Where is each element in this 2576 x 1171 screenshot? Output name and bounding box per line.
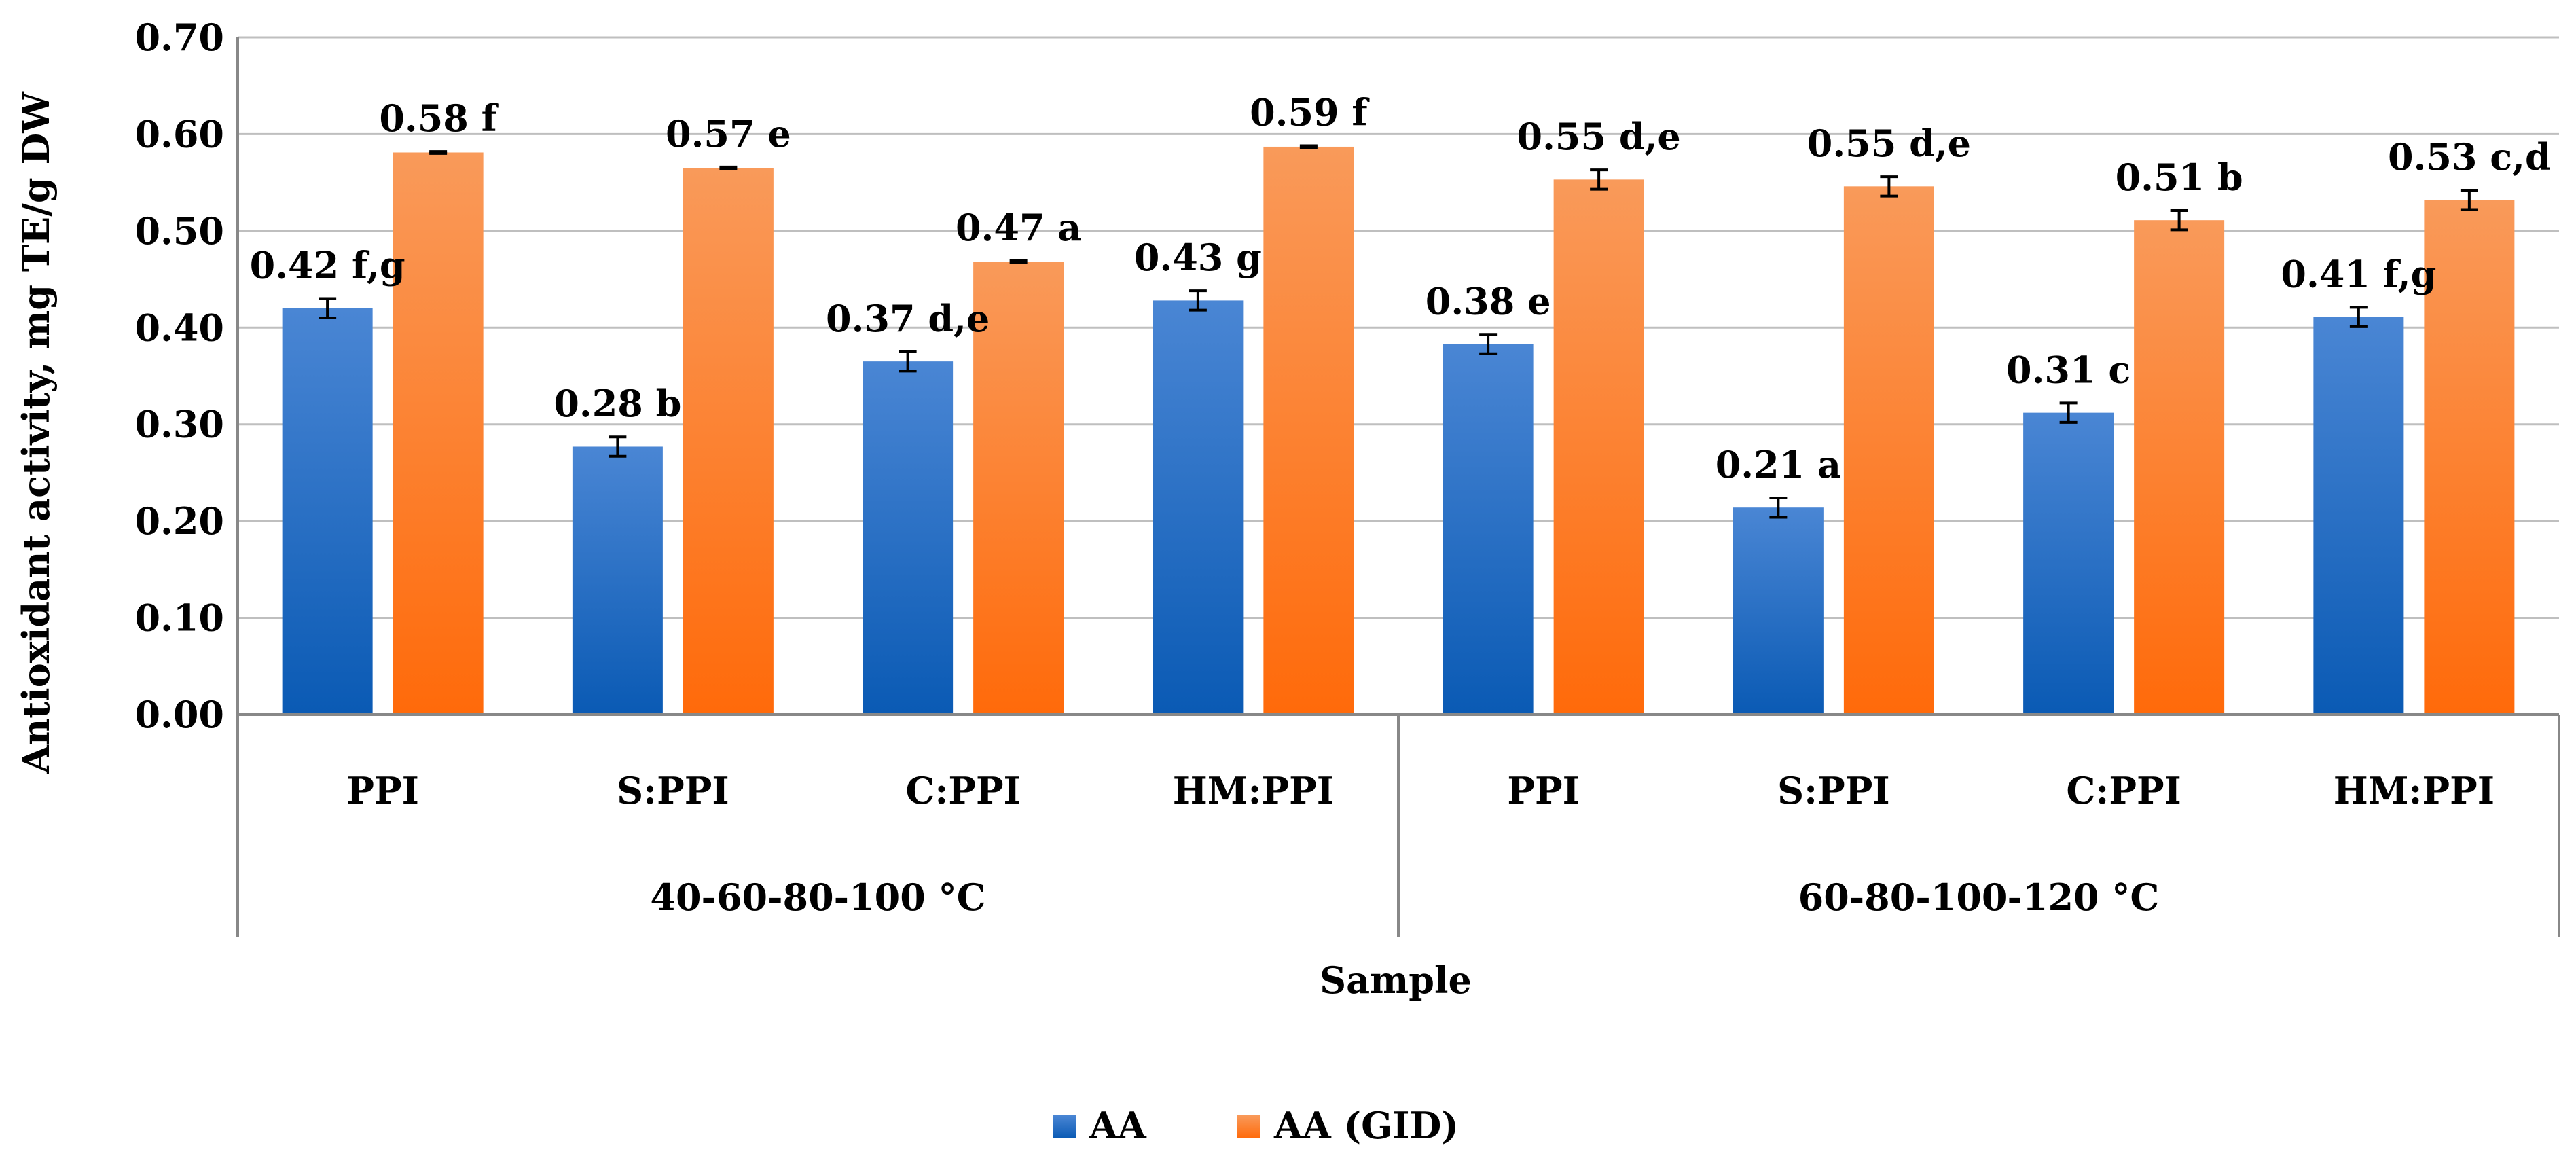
error-bars	[319, 144, 2478, 519]
x-tick-label: S:PPI	[1777, 769, 1889, 812]
bar[interactable]	[572, 446, 663, 715]
group-label: 40-60-80-100 °C	[650, 876, 985, 919]
x-tick-label: HM:PPI	[2334, 769, 2495, 812]
bar[interactable]	[1263, 146, 1354, 715]
data-label: 0.51 b	[2116, 156, 2243, 199]
legend-label-aa-gid: AA (GID)	[1273, 1104, 1459, 1147]
legend: AA AA (GID)	[1053, 1104, 1459, 1147]
x-tick-label: C:PPI	[905, 769, 1020, 812]
data-label: 0.37 d,e	[826, 297, 990, 340]
x-tick-label: C:PPI	[2066, 769, 2181, 812]
data-label: 0.21 a	[1716, 443, 1841, 486]
x-tick-label: HM:PPI	[1173, 769, 1334, 812]
bar[interactable]	[393, 152, 484, 715]
y-tick-label: 0.50	[134, 209, 224, 253]
y-tick-label: 0.40	[134, 306, 224, 349]
legend-swatch-aa-gid	[1237, 1115, 1260, 1138]
data-label: 0.53 c,d	[2388, 135, 2551, 179]
data-label: 0.38 e	[1426, 279, 1551, 323]
bar[interactable]	[282, 308, 373, 715]
y-tick-label: 0.70	[134, 16, 224, 59]
data-label: 0.57 e	[666, 112, 791, 156]
x-tick-label: PPI	[346, 769, 418, 812]
x-tick-label: S:PPI	[617, 769, 729, 812]
tick-labels: 0.00 0.10 0.20 0.30 0.40 0.50 0.60 0.70 PPI S:PPI…	[134, 16, 2495, 919]
data-label: 0.42 f,g	[250, 244, 405, 287]
legend-item-aa[interactable]: AA	[1053, 1104, 1147, 1147]
bar[interactable]	[2313, 317, 2404, 715]
data-label: 0.55 d,e	[1517, 115, 1681, 158]
data-labels: 0.42 f,g 0.58 f 0.28 b 0.57 e 0.37 d,e 0.47 a…	[250, 91, 2551, 486]
bar[interactable]	[2023, 412, 2114, 715]
data-label: 0.59 f	[1250, 91, 1370, 134]
y-tick-label: 0.10	[134, 596, 224, 640]
x-axis-title: Sample	[1320, 958, 1472, 1002]
group-label: 60-80-100-120 °C	[1798, 876, 2160, 919]
y-tick-label: 0.60	[134, 112, 224, 156]
axes	[236, 37, 2560, 937]
legend-label-aa: AA	[1089, 1104, 1147, 1147]
bar[interactable]	[683, 168, 774, 715]
bar[interactable]	[1843, 186, 1934, 715]
data-label: 0.58 f	[379, 96, 499, 140]
bar[interactable]	[1443, 344, 1534, 715]
bar[interactable]	[1553, 179, 1644, 715]
bar[interactable]	[2424, 200, 2515, 715]
bar[interactable]	[1733, 507, 1824, 715]
data-label: 0.43 g	[1134, 236, 1262, 279]
bar[interactable]	[973, 262, 1064, 715]
bar[interactable]	[1153, 300, 1244, 715]
data-label: 0.55 d,e	[1807, 122, 1971, 165]
data-label: 0.31 c	[2006, 348, 2130, 391]
y-tick-label: 0.30	[134, 403, 224, 446]
data-label: 0.41 f,g	[2281, 252, 2436, 295]
legend-swatch-aa	[1053, 1115, 1076, 1138]
bars	[282, 146, 2515, 715]
data-label: 0.47 a	[956, 206, 1081, 249]
bar[interactable]	[2134, 220, 2225, 715]
y-axis-title: Antioxidant activity, mg TE/g DW	[14, 91, 58, 774]
y-tick-label: 0.00	[134, 693, 224, 736]
y-tick-label: 0.20	[134, 499, 224, 543]
bar[interactable]	[863, 361, 954, 715]
x-tick-label: PPI	[1507, 769, 1579, 812]
data-label: 0.28 b	[554, 382, 681, 425]
legend-item-aa-gid[interactable]: AA (GID)	[1237, 1104, 1459, 1147]
